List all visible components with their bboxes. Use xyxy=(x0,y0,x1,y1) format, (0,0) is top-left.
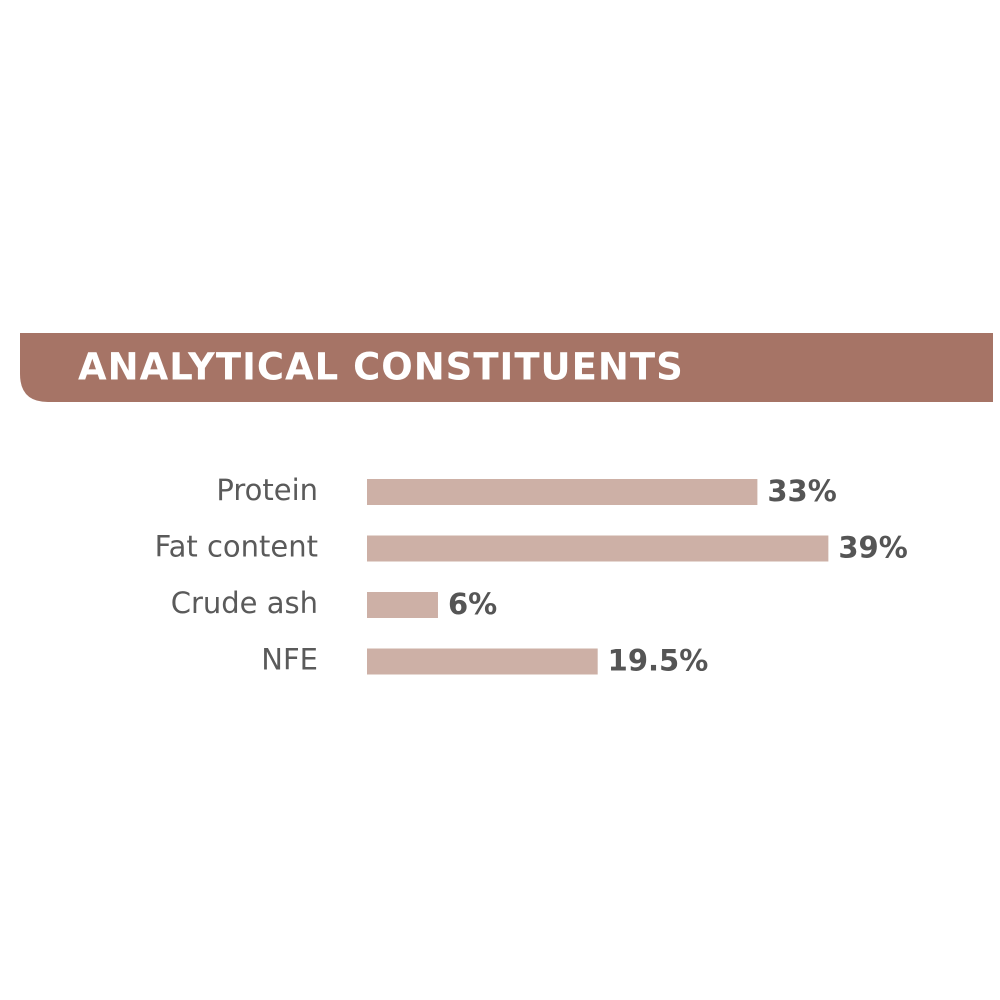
category-label: Crude ash xyxy=(171,586,318,620)
category-label: Fat content xyxy=(155,530,318,564)
title-banner xyxy=(20,333,993,402)
value-label: 19.5% xyxy=(608,644,709,678)
chart-title: ANALYTICAL CONSTITUENTS xyxy=(78,346,684,389)
category-label: Protein xyxy=(216,473,318,507)
category-label: NFE xyxy=(261,643,318,677)
bar xyxy=(367,592,438,618)
value-label: 6% xyxy=(448,587,497,621)
value-label: 39% xyxy=(838,531,907,565)
value-label: 33% xyxy=(767,474,836,508)
bar xyxy=(367,648,598,675)
bar xyxy=(367,479,758,505)
bar xyxy=(367,535,829,562)
